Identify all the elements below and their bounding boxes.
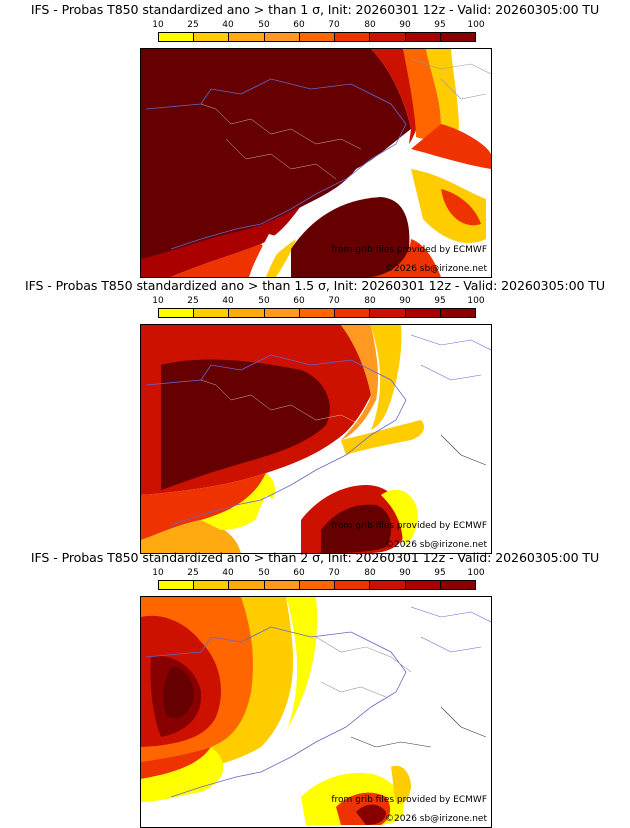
- probability-map: from grib files provided by ECMWF ©2026 …: [140, 48, 492, 278]
- scale-swatch: [405, 309, 441, 317]
- scale-label: 10: [152, 296, 164, 306]
- scale-swatch: [440, 581, 475, 589]
- map-panel-3: IFS - Probas T850 standardized ano > tha…: [0, 548, 630, 828]
- scale-swatch: [405, 33, 441, 41]
- data-credit: from grib files provided by ECMWF: [331, 245, 487, 255]
- map-canvas: [141, 325, 491, 553]
- scale-swatch: [440, 309, 475, 317]
- scale-label: 90: [399, 568, 411, 578]
- map-panel-2: IFS - Probas T850 standardized ano > tha…: [0, 276, 630, 554]
- color-scale: [158, 32, 476, 42]
- scale-labels: 10 25 40 50 60 70 80 90 95 100: [152, 568, 484, 578]
- scale-label: 100: [467, 20, 485, 30]
- scale-labels: 10 25 40 50 60 70 80 90 95 100: [152, 296, 484, 306]
- scale-swatch: [159, 33, 195, 41]
- scale-label: 95: [434, 296, 446, 306]
- copyright-notice: ©2026 sb@irizone.net: [385, 540, 487, 550]
- scale-swatch: [299, 581, 336, 589]
- scale-swatch: [370, 309, 406, 317]
- scale-swatch: [194, 309, 230, 317]
- scale-swatch: [370, 33, 406, 41]
- scale-label: 50: [258, 568, 270, 578]
- scale-swatch: [335, 309, 371, 317]
- scale-label: 50: [258, 20, 270, 30]
- scale-swatch: [299, 309, 336, 317]
- scale-swatch: [194, 581, 230, 589]
- scale-label: 40: [222, 20, 234, 30]
- scale-label: 90: [399, 20, 411, 30]
- scale-swatch: [335, 33, 371, 41]
- data-credit: from grib files provided by ECMWF: [331, 521, 487, 531]
- map-panel-1: IFS - Probas T850 standardized ano > tha…: [0, 0, 630, 278]
- scale-label: 100: [467, 296, 485, 306]
- scale-label: 60: [293, 296, 305, 306]
- scale-label: 25: [187, 296, 199, 306]
- scale-swatch: [335, 581, 371, 589]
- scale-swatch: [159, 581, 195, 589]
- copyright-notice: ©2026 sb@irizone.net: [385, 264, 487, 274]
- scale-label: 100: [467, 568, 485, 578]
- scale-swatch: [229, 309, 265, 317]
- scale-label: 10: [152, 568, 164, 578]
- scale-label: 90: [399, 296, 411, 306]
- map-canvas: [141, 597, 491, 825]
- scale-label: 70: [328, 296, 340, 306]
- scale-label: 60: [293, 20, 305, 30]
- probability-map: from grib files provided by ECMWF ©2026 …: [140, 596, 492, 828]
- scale-label: 50: [258, 296, 270, 306]
- scale-swatch: [370, 581, 406, 589]
- panel-title: IFS - Probas T850 standardized ano > tha…: [24, 278, 606, 293]
- scale-label: 80: [364, 20, 376, 30]
- scale-swatch: [299, 33, 336, 41]
- scale-label: 60: [293, 568, 305, 578]
- scale-label: 80: [364, 296, 376, 306]
- scale-label: 95: [434, 20, 446, 30]
- scale-label: 70: [328, 568, 340, 578]
- scale-label: 80: [364, 568, 376, 578]
- scale-swatch: [264, 309, 300, 317]
- scale-label: 10: [152, 20, 164, 30]
- probability-map: from grib files provided by ECMWF ©2026 …: [140, 324, 492, 554]
- panel-title: IFS - Probas T850 standardized ano > tha…: [30, 2, 600, 17]
- color-scale: [158, 308, 476, 318]
- color-scale: [158, 580, 476, 590]
- scale-labels: 10 25 40 50 60 70 80 90 95 100: [152, 20, 484, 30]
- data-credit: from grib files provided by ECMWF: [331, 795, 487, 805]
- scale-swatch: [229, 581, 265, 589]
- scale-label: 25: [187, 568, 199, 578]
- scale-swatch: [194, 33, 230, 41]
- scale-swatch: [440, 33, 475, 41]
- scale-swatch: [264, 581, 300, 589]
- scale-label: 25: [187, 20, 199, 30]
- copyright-notice: ©2026 sb@irizone.net: [385, 814, 487, 824]
- scale-swatch: [159, 309, 195, 317]
- scale-label: 70: [328, 20, 340, 30]
- scale-label: 40: [222, 568, 234, 578]
- scale-swatch: [229, 33, 265, 41]
- scale-label: 40: [222, 296, 234, 306]
- panel-title: IFS - Probas T850 standardized ano > tha…: [30, 550, 600, 565]
- scale-swatch: [405, 581, 441, 589]
- scale-swatch: [264, 33, 300, 41]
- map-canvas: [141, 49, 491, 277]
- scale-label: 95: [434, 568, 446, 578]
